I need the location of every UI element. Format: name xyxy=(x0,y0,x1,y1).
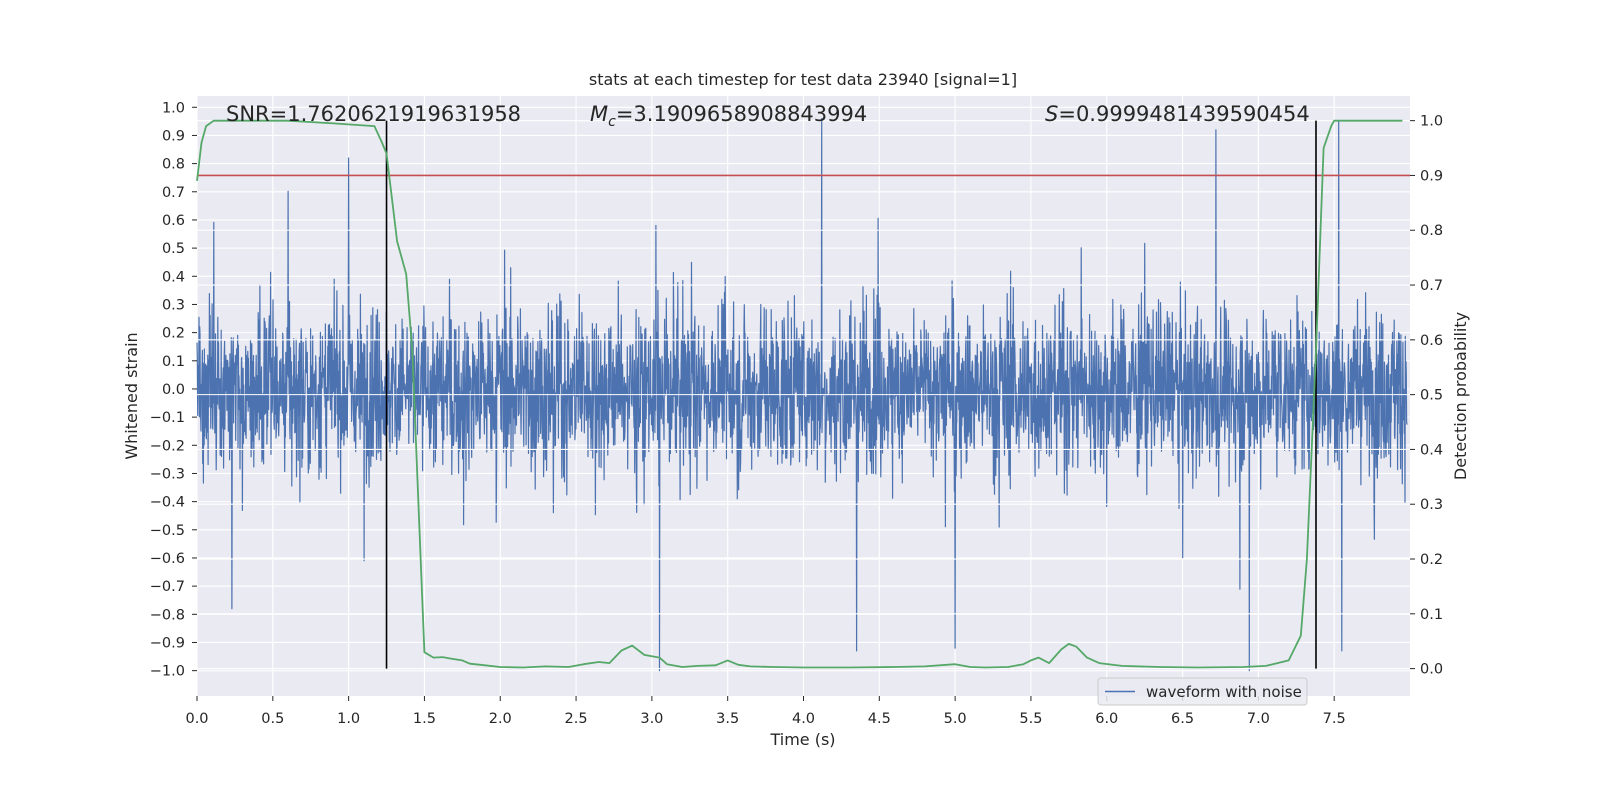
chirp-mass-symbol: M xyxy=(590,102,608,126)
x-tick-label-4: 2.0 xyxy=(489,711,512,727)
legend-box xyxy=(1097,677,1308,706)
legend: waveform with noise xyxy=(1097,677,1308,706)
left-tick-label-14: −0.4 xyxy=(150,495,185,511)
left-tick-label-5: 0.5 xyxy=(162,241,185,257)
waveform-series xyxy=(196,117,1408,672)
left-tick-label-19: −0.9 xyxy=(150,635,185,651)
x-tick-label-9: 4.5 xyxy=(868,711,891,727)
x-tick-label-6: 3.0 xyxy=(640,711,663,727)
left-tick-label-17: −0.7 xyxy=(150,579,185,595)
chart-title: stats at each timestep for test data 239… xyxy=(589,70,1017,89)
left-tick-label-12: −0.2 xyxy=(150,438,185,454)
x-tick-label-7: 3.5 xyxy=(716,711,739,727)
chirp-mass-value: =3.1909658908843994 xyxy=(616,102,867,126)
snr-annotation: SNR=1.7620621919631958 xyxy=(226,102,521,126)
right-tick-label-0: 1.0 xyxy=(1420,114,1443,130)
waveform-line xyxy=(196,117,1408,672)
right-tick-label-9: 0.1 xyxy=(1420,607,1443,623)
right-tick-label-6: 0.4 xyxy=(1420,442,1443,458)
chirp-mass-annotation: Mc=3.1909658908843994 xyxy=(590,102,867,130)
right-tick-label-3: 0.7 xyxy=(1420,278,1443,294)
right-tick-label-2: 0.8 xyxy=(1420,223,1443,239)
significance-annotation: S=0.9999481439590454 xyxy=(1045,102,1310,126)
right-y-axis-label: Detection probability xyxy=(1451,312,1470,480)
x-tick-label-12: 6.0 xyxy=(1095,711,1118,727)
left-tick-label-4: 0.6 xyxy=(162,213,185,229)
x-axis: 0.0 0.5 1.0 1.5 2.0 2.5 3.0 3.5 4.0 4.5 5.0 5.5 6.0 6… xyxy=(185,696,1346,727)
left-tick-label-11: −0.1 xyxy=(150,410,185,426)
left-tick-label-10: 0.0 xyxy=(162,382,185,398)
left-tick-label-3: 0.7 xyxy=(162,185,185,201)
significance-symbol: S xyxy=(1045,102,1058,126)
x-tick-label-11: 5.5 xyxy=(1019,711,1042,727)
left-tick-label-16: −0.6 xyxy=(150,551,185,567)
legend-label-waveform: waveform with noise xyxy=(1146,683,1302,701)
x-tick-label-3: 1.5 xyxy=(413,711,436,727)
right-tick-label-7: 0.3 xyxy=(1420,497,1443,513)
x-tick-label-14: 7.0 xyxy=(1247,711,1270,727)
left-tick-label-0: 1.0 xyxy=(162,100,185,116)
left-tick-label-18: −0.8 xyxy=(150,607,185,623)
left-tick-label-9: 0.1 xyxy=(162,354,185,370)
right-tick-label-10: 0.0 xyxy=(1420,662,1443,678)
left-tick-label-15: −0.5 xyxy=(150,523,185,539)
right-axis-gridlines xyxy=(197,120,1410,670)
x-tick-label-15: 7.5 xyxy=(1323,711,1346,727)
x-tick-label-8: 4.0 xyxy=(792,711,815,727)
left-y-axis: 1.0 0.9 0.8 0.7 0.6 0.5 0.4 0.3 0.2 0.1 0.0 −0.1 −0.… xyxy=(150,100,197,680)
left-tick-label-8: 0.2 xyxy=(162,326,185,342)
right-tick-label-1: 0.9 xyxy=(1420,168,1443,184)
right-tick-label-5: 0.5 xyxy=(1420,388,1443,404)
right-tick-label-4: 0.6 xyxy=(1420,333,1443,349)
x-tick-label-2: 1.0 xyxy=(337,711,360,727)
left-tick-label-6: 0.4 xyxy=(162,269,185,285)
left-tick-label-1: 0.9 xyxy=(162,128,185,144)
chirp-mass-subscript: c xyxy=(608,114,616,130)
left-tick-label-7: 0.3 xyxy=(162,297,185,313)
right-y-axis: 1.0 0.9 0.8 0.7 0.6 0.5 0.4 0.3 0.2 0.1 0.0 xyxy=(1410,114,1443,678)
x-tick-label-5: 2.5 xyxy=(565,711,588,727)
x-tick-label-0: 0.0 xyxy=(185,711,208,727)
x-tick-label-13: 6.5 xyxy=(1171,711,1194,727)
right-tick-label-8: 0.2 xyxy=(1420,552,1443,568)
left-y-axis-label: Whitened strain xyxy=(122,332,141,459)
significance-value: =0.9999481439590454 xyxy=(1058,102,1309,126)
x-axis-label: Time (s) xyxy=(769,730,835,749)
left-tick-label-20: −1.0 xyxy=(150,664,185,680)
left-tick-label-13: −0.3 xyxy=(150,466,185,482)
overlay-layer xyxy=(196,119,1410,669)
x-tick-label-10: 5.0 xyxy=(944,711,967,727)
x-tick-label-1: 0.5 xyxy=(261,711,284,727)
left-tick-label-2: 0.8 xyxy=(162,157,185,173)
detection-probability-line xyxy=(196,119,1403,669)
